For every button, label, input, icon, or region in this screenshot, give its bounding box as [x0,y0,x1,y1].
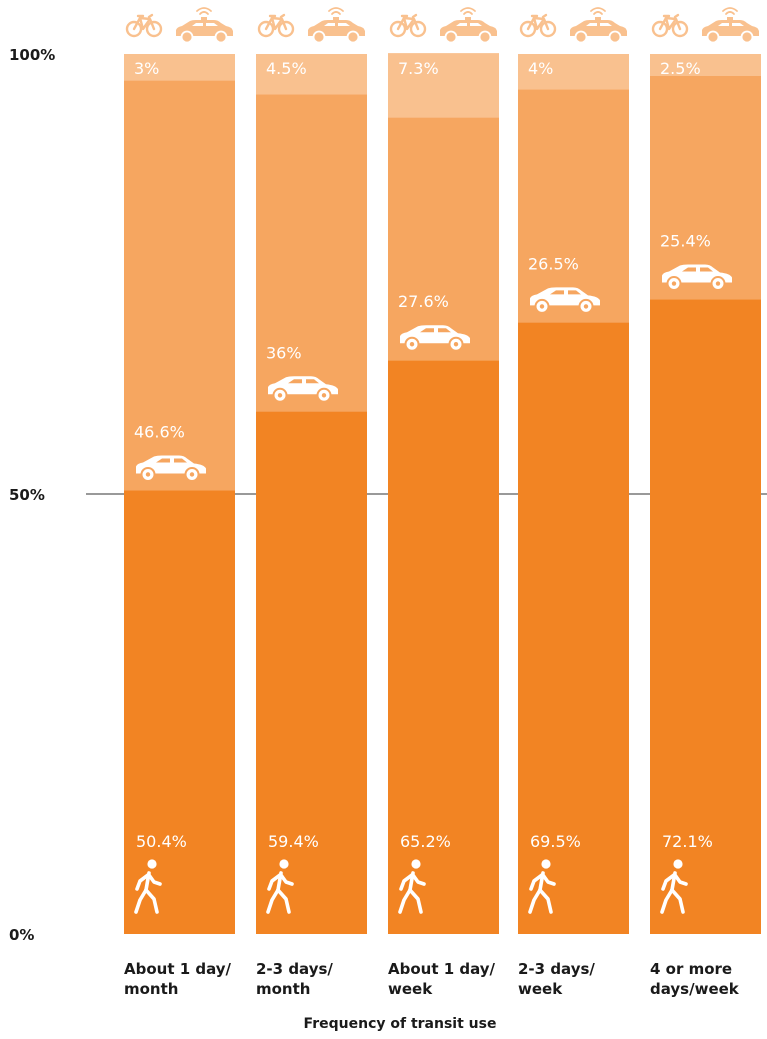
bar-segment [518,54,629,90]
bar-segment [256,94,367,412]
taxi-icon [440,7,497,44]
category-label: 2-3 days/week [518,960,595,998]
data-label: 69.5% [530,832,581,851]
walking-person-icon [266,859,294,914]
bar-segment [650,54,761,76]
walking-person-icon [134,859,162,914]
taxi-icon [176,7,233,44]
bar-segment [124,54,235,81]
category-label: 2-3 days/month [256,960,333,998]
category-label: About 1 day/month [124,960,232,998]
y-tick-label-50: 50% [9,486,45,504]
data-label: 27.6% [398,292,449,311]
bar-group: 59.4% 36% 4.5% [256,7,367,934]
bar-group: 69.5% 26.5% 4% [518,7,629,934]
walking-person-icon [398,859,426,914]
car-icon [136,455,206,482]
data-label: 3% [134,59,159,78]
data-label: 50.4% [136,832,187,851]
bicycle-icon [125,13,163,38]
taxi-icon [702,7,759,44]
data-label: 4.5% [266,59,307,78]
y-tick-label-100: 100% [9,46,55,64]
bar-segment [650,76,761,300]
car-icon [530,287,600,314]
taxi-icon [570,7,627,44]
car-icon [268,376,338,403]
car-icon [400,325,470,352]
data-label: 7.3% [398,59,439,78]
bar-segment [388,53,499,118]
data-label: 65.2% [400,832,451,851]
data-label: 2.5% [660,59,701,78]
bar-group: 72.1% 25.4% 2.5% [650,7,761,934]
taxi-icon [308,7,365,44]
bar-segment [256,411,367,934]
bicycle-icon [519,13,557,38]
walking-person-icon [660,859,688,914]
bar-segment [388,117,499,361]
bar-segment [124,490,235,934]
data-label: 59.4% [268,832,319,851]
category-label: 4 or more days/week [650,960,740,998]
bar-segment [518,322,629,934]
bicycle-icon [651,13,689,38]
car-icon [662,264,732,292]
y-tick-label-0: 0% [9,926,34,944]
bar-group: 50.4% 46.6% 3% [124,7,235,934]
bar-segment [388,360,499,934]
bar-segment [518,89,629,323]
data-label: 25.4% [660,232,711,251]
data-label: 46.6% [134,422,185,441]
x-axis-title: Frequency of transit use [304,1016,497,1032]
bicycle-icon [389,13,427,38]
bicycle-icon [257,13,295,38]
bar-group: 65.2% 27.6% 7.3% [388,7,499,934]
data-label: 72.1% [662,832,713,851]
data-label: 4% [528,59,553,78]
data-label: 36% [266,343,302,362]
walking-person-icon [528,859,556,914]
data-label: 26.5% [528,254,579,273]
bar-segment [650,299,761,934]
category-label: About 1 day/week [388,960,496,998]
bar-segment [256,54,367,95]
bar-segment [124,80,235,491]
